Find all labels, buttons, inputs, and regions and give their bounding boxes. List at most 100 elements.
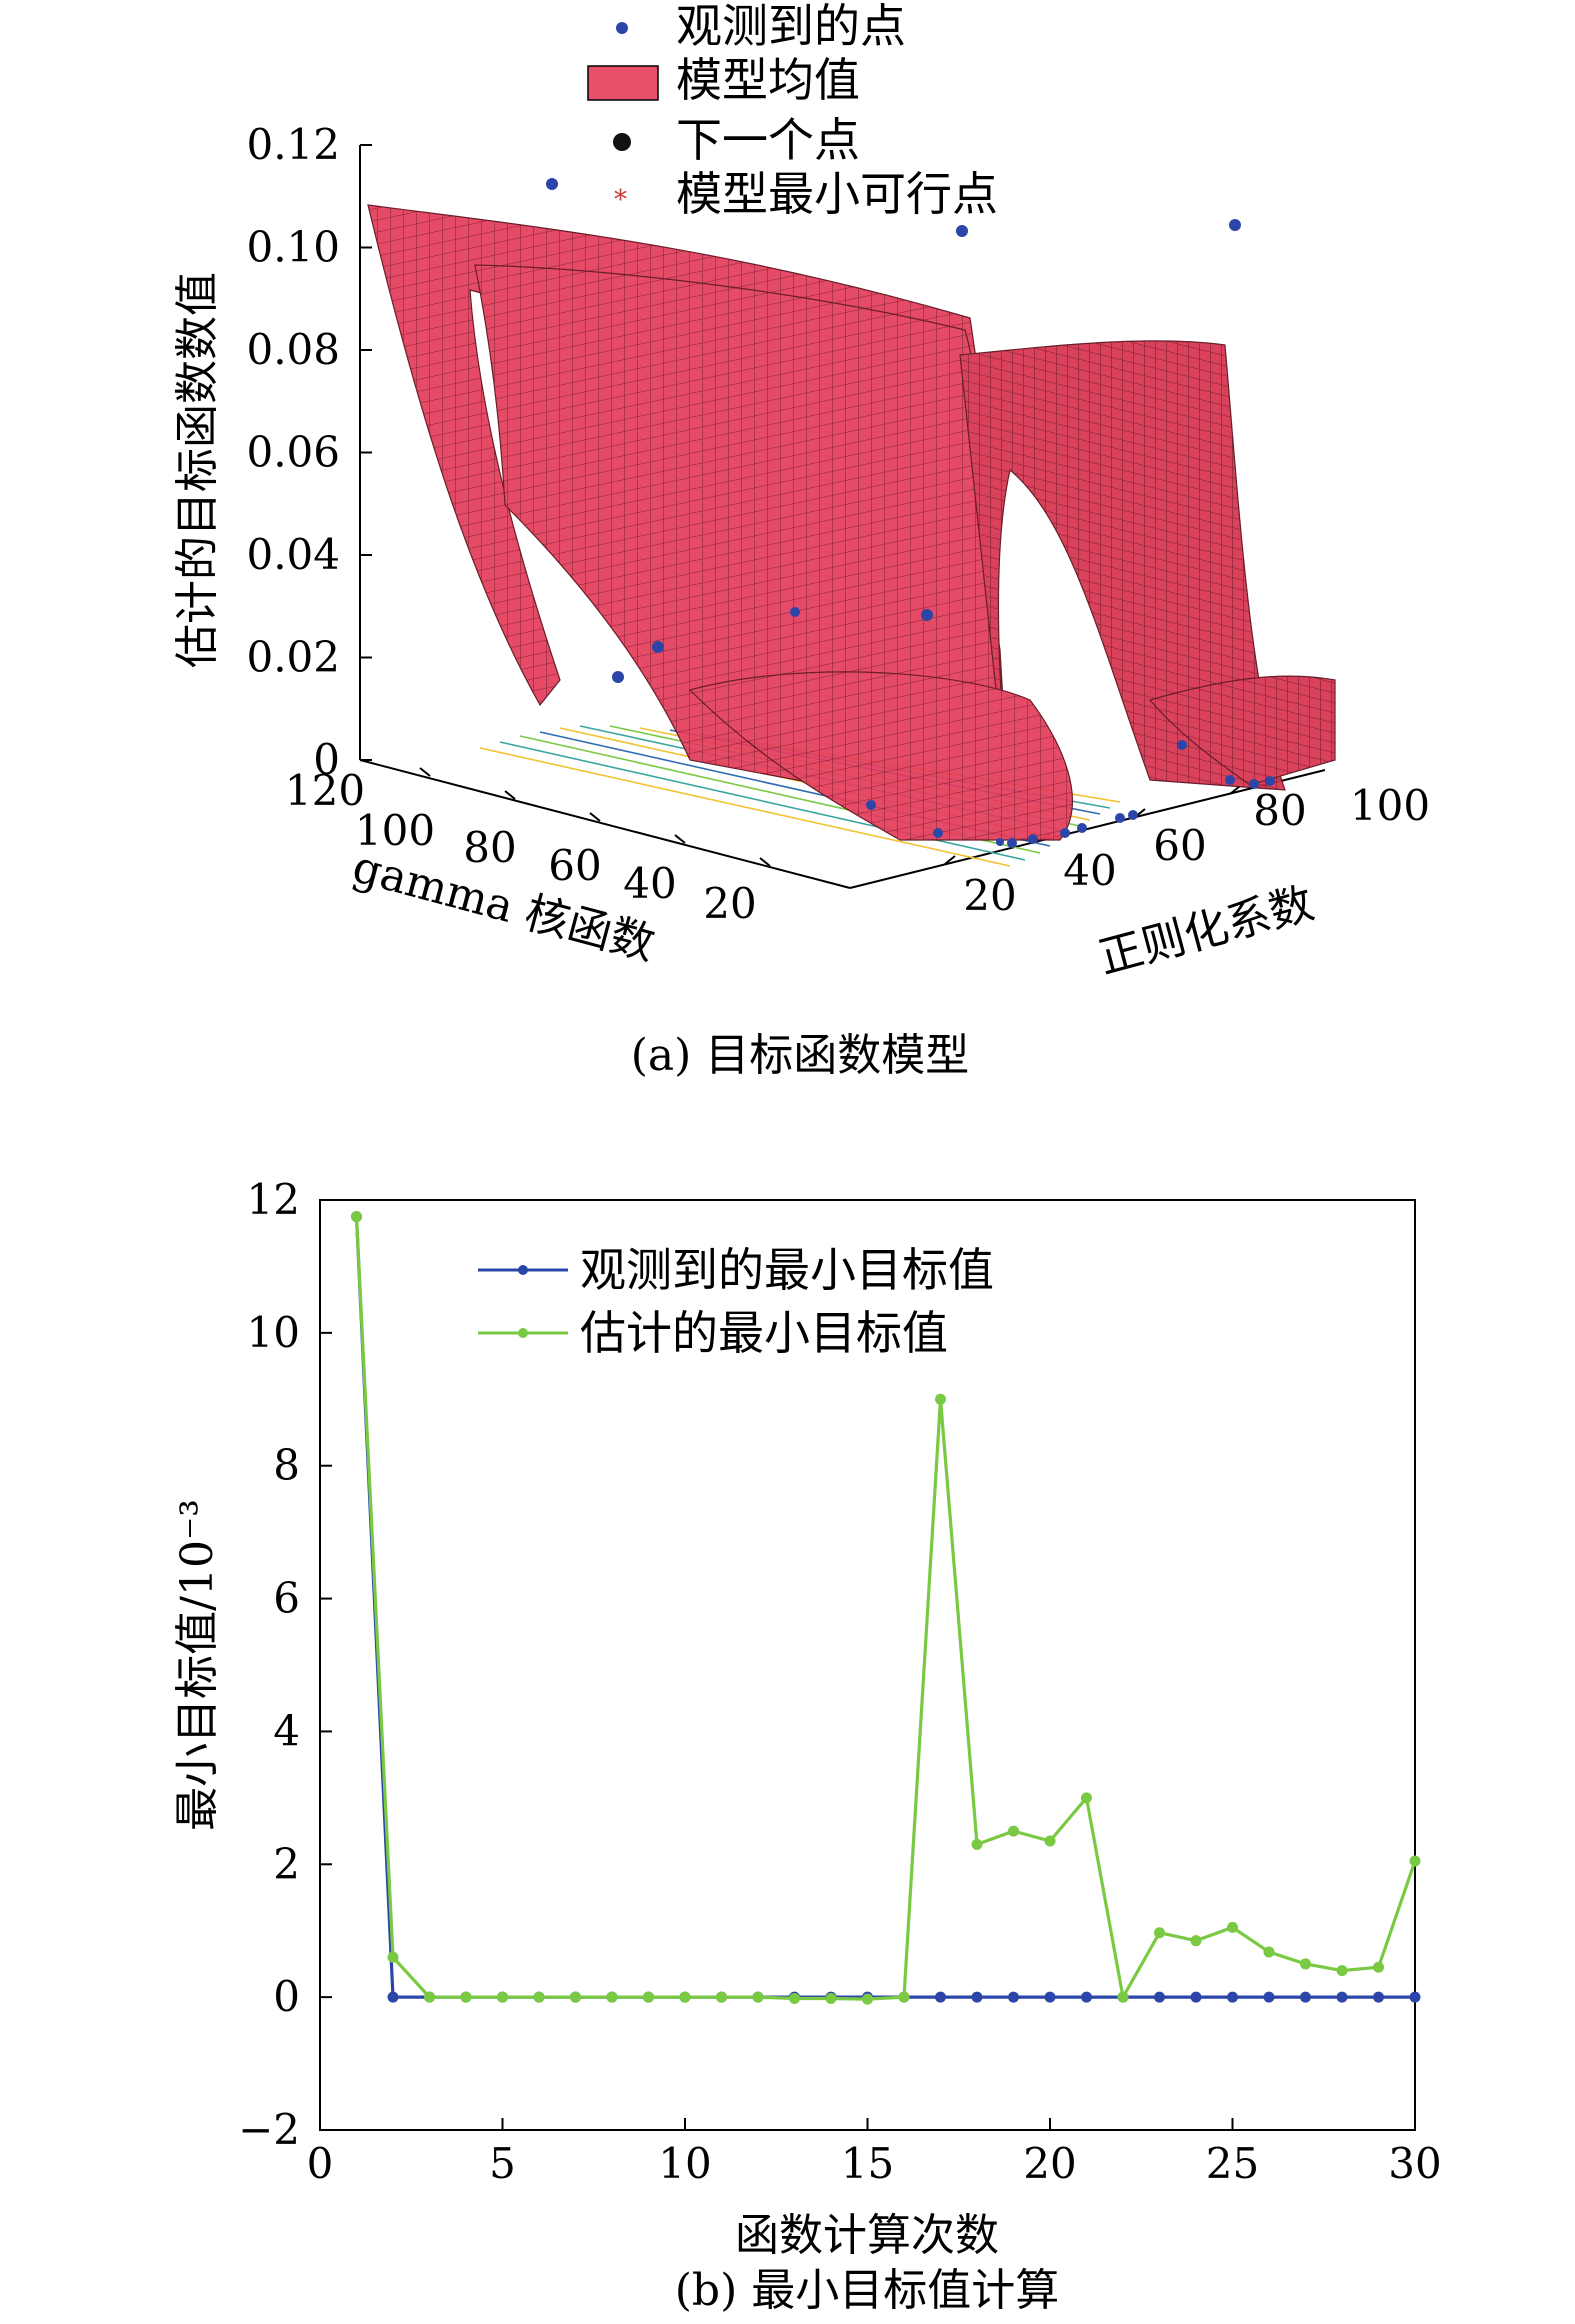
series-point-0: [935, 1991, 946, 2003]
x-axis-label-b: 函数计算次数: [735, 2210, 999, 2261]
series-point-1: [387, 1951, 399, 1963]
legend-feasible-marker: *: [614, 185, 627, 215]
legend-observed-label: 观测到的点: [676, 0, 906, 53]
x-tick-label-a: 120: [285, 766, 365, 815]
series-point-0: [1263, 1991, 1275, 2003]
series-point-1: [1409, 1855, 1421, 1867]
legend-observed-marker: [616, 22, 628, 34]
x-tick-mark-a: [589, 812, 601, 822]
series-point-1: [898, 1991, 910, 2003]
series-point-1: [1227, 1921, 1238, 1933]
legend-next-marker: [613, 133, 631, 151]
z-tick-label: 0.08: [246, 325, 340, 374]
series-point-1: [935, 1393, 946, 1405]
series-b: [351, 1211, 1421, 2005]
series-point-1: [752, 1991, 764, 2003]
series-point-0: [1300, 1991, 1311, 2003]
model-mean-surface: [367, 204, 1336, 841]
series-point-1: [1336, 1965, 1348, 1977]
y-tick-label-b: −2: [238, 2105, 300, 2154]
y-tick-label-b: 8: [273, 1441, 300, 1490]
y-axis-label-a: 正则化系数: [1093, 878, 1319, 984]
x-tick-mark-a: [419, 767, 431, 777]
x-tick-mark-a: [674, 834, 686, 844]
series-point-1: [533, 1991, 545, 2003]
series-point-1: [1008, 1825, 1019, 1837]
series-point-0: [387, 1991, 399, 2003]
series-point-1: [1263, 1946, 1275, 1958]
surface-front: [688, 671, 1073, 841]
series-point-0: [1336, 1991, 1348, 2003]
series-point-0: [1373, 1991, 1384, 2003]
x-tick-label-b: 0: [307, 2139, 334, 2188]
y-tick-label-b: 12: [247, 1175, 300, 1224]
z-tick-label: 0: [313, 735, 340, 784]
y-tick-label-b: 6: [273, 1574, 300, 1623]
y-tick-label-a: 20: [963, 871, 1016, 920]
series-point-0: [1227, 1991, 1238, 2003]
x-tick-label-b: 15: [841, 2139, 894, 2188]
y-axis-label-b: 最小目标值/10⁻³: [172, 1499, 223, 1831]
legend-observed-min-label: 观测到的最小目标值: [580, 1243, 994, 1297]
series-point-1: [351, 1211, 362, 1223]
x-tick-label-b: 10: [658, 2139, 711, 2188]
series-point-0: [1008, 1991, 1019, 2003]
y-tick-label-a: 100: [1350, 781, 1430, 830]
legend-a: 观测到的点 模型均值 下一个点 * 模型最小可行点: [587, 0, 998, 221]
observed-points: [546, 178, 1275, 848]
z-tick-label: 0.06: [246, 428, 340, 477]
x-tick-mark-a: [504, 790, 516, 800]
x-tick-label-a: 20: [703, 879, 756, 928]
x-axis: [359, 759, 851, 889]
x-tick-mark-a: [759, 857, 771, 867]
series-point-1: [497, 1991, 508, 2003]
series-point-1: [570, 1991, 581, 2003]
legend-estimated-min-label: 估计的最小目标值: [580, 1306, 948, 1360]
legend-estimated-min-marker: [518, 1328, 528, 1338]
x-tick-label-a: 80: [463, 823, 516, 872]
series-point-0: [1081, 1991, 1092, 2003]
series-point-1: [606, 1991, 618, 2003]
y-tick-label-a: 80: [1253, 786, 1306, 835]
legend-observed-min-marker: [518, 1265, 528, 1275]
series-point-1: [1044, 1835, 1056, 1847]
series-point-1: [1154, 1927, 1165, 1939]
series-point-1: [1373, 1961, 1384, 1973]
y-tick-label-a: 60: [1153, 821, 1206, 870]
z-tick-label: 0.04: [246, 530, 340, 579]
x-tick-label-b: 25: [1206, 2139, 1259, 2188]
series-point-1: [971, 1838, 983, 1850]
y-ticks-a: 20 40 60 80 100: [944, 781, 1430, 920]
series-point-0: [1044, 1991, 1056, 2003]
series-point-0: [971, 1991, 983, 2003]
x-tick-label-a: 100: [355, 806, 435, 855]
series-point-1: [424, 1991, 435, 2003]
y-axis: [849, 769, 1326, 889]
series-point-1: [643, 1991, 654, 2003]
x-tick-label-a: 40: [623, 859, 676, 908]
y-tick-label-b: 2: [273, 1839, 300, 1888]
series-point-1: [679, 1991, 691, 2003]
y-tick-label-b: 4: [273, 1706, 300, 1755]
y-tick-mark-a: [1229, 785, 1241, 795]
series-point-0: [1409, 1991, 1421, 2003]
x-tick-label-b: 20: [1023, 2139, 1076, 2188]
z-axis-label: 估计的目标函数数值: [172, 272, 223, 668]
z-tick-label: 0.12: [246, 120, 340, 169]
legend-feasible-label: 模型最小可行点: [676, 167, 998, 221]
legend-mean-label: 模型均值: [676, 53, 860, 107]
series-point-1: [1190, 1935, 1202, 1947]
z-tick-label: 0.02: [246, 633, 340, 682]
legend-next-label: 下一个点: [676, 113, 860, 167]
series-point-1: [825, 1992, 837, 2004]
series-line-1: [354, 1216, 1417, 2002]
y-tick-label-b: 0: [273, 1972, 300, 2021]
y-tick-mark-a: [944, 855, 956, 865]
caption-b: (b) 最小目标值计算: [675, 2265, 1059, 2316]
series-point-1: [1117, 1991, 1129, 2003]
caption-a: (a) 目标函数模型: [631, 1030, 970, 1081]
